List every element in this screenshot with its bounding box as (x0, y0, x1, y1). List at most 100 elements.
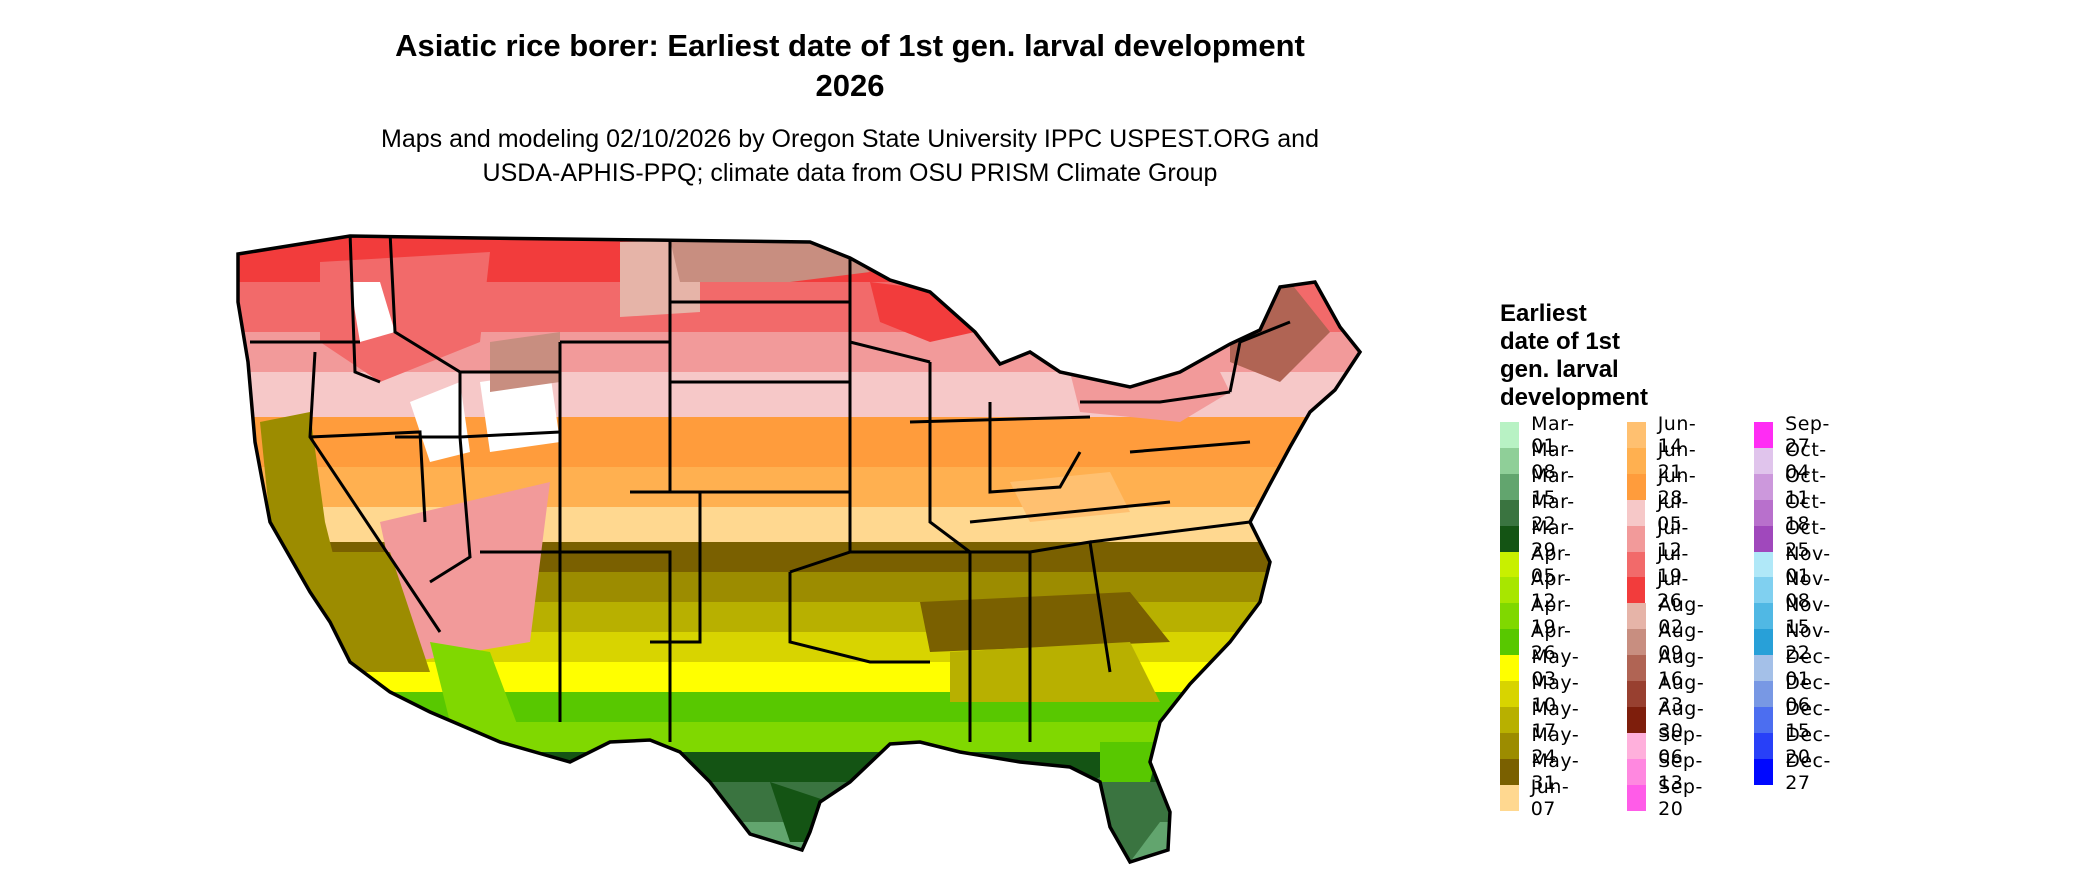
state-boundary (388, 236, 462, 437)
legend-label: Jul-05 (1657, 490, 1689, 535)
legend-swatch (1500, 732, 1520, 759)
legend-item: Aug-23 (1627, 672, 1711, 716)
legend-item: Aug-02 (1627, 594, 1711, 638)
zone-patches (260, 240, 1330, 862)
legend-swatch (1754, 499, 1773, 526)
legend-label: Mar-29 (1531, 516, 1575, 561)
legend-item: Mar-29 (1500, 517, 1582, 561)
legend-label: Oct-11 (1784, 464, 1827, 509)
legend-item: Jul-12 (1627, 517, 1697, 561)
legend-item: Aug-16 (1627, 646, 1711, 690)
legend-swatch (1627, 784, 1647, 811)
legend-label: Sep-06 (1658, 723, 1703, 768)
legend-label: Nov-15 (1785, 594, 1831, 639)
legend-item: Oct-18 (1754, 491, 1834, 535)
legend-swatch (1754, 525, 1773, 552)
legend-label: Jun-14 (1657, 413, 1697, 457)
legend-swatch (1500, 447, 1520, 474)
legend-item: Jul-05 (1627, 491, 1697, 535)
legend-label: Mar-22 (1531, 490, 1575, 535)
legend-label: Jul-26 (1657, 568, 1689, 613)
legend-label: Dec-15 (1785, 697, 1831, 742)
legend-swatch (1627, 473, 1646, 500)
state-boundary (429, 436, 472, 584)
legend-label: Nov-22 (1785, 620, 1831, 665)
us-outline (236, 234, 1363, 865)
zone-band (238, 782, 1360, 823)
zone-patch (430, 642, 520, 732)
zone-patch (1090, 762, 1160, 862)
legend-title-line: development (1500, 384, 1649, 411)
state-boundary (928, 362, 971, 554)
legend-item: Sep-27 (1754, 413, 1837, 457)
legend-swatch (1500, 551, 1519, 578)
legend-item: Jun-28 (1627, 465, 1704, 509)
legend-swatch (1754, 732, 1774, 759)
legend-label: May-31 (1531, 749, 1580, 794)
legend-swatch (1754, 706, 1774, 733)
legend-swatch (1500, 473, 1520, 500)
map-title-year: 2026 (815, 68, 885, 103)
legend-swatch (1754, 603, 1774, 630)
zone-patch (350, 282, 395, 342)
state-boundary (909, 415, 1091, 424)
legend-label: Nov-01 (1785, 542, 1831, 587)
legend-item: May-10 (1500, 672, 1586, 716)
legend-swatch (1754, 551, 1774, 578)
state-boundary (1080, 390, 1231, 404)
legend-label: Dec-20 (1785, 723, 1831, 768)
legend-swatch (1500, 577, 1519, 604)
zone-patch (320, 552, 430, 672)
legend-item: Mar-01 (1500, 413, 1582, 457)
state-boundaries (250, 236, 1291, 742)
legend-label: Apr-12 (1530, 568, 1572, 613)
legend-label: Oct-04 (1784, 438, 1827, 483)
legend-item: Sep-13 (1627, 750, 1710, 794)
zone-patch (410, 382, 470, 462)
legend-item: Mar-15 (1500, 465, 1582, 509)
legend-item: Nov-01 (1754, 543, 1837, 587)
legend-title: Earliest date of 1st gen. larval develop… (1500, 300, 1740, 412)
legend-label: Mar-01 (1531, 413, 1575, 457)
map-subtitle-line-2: USDA-APHIS-PPQ; climate data from OSU PR… (482, 159, 1218, 187)
legend-item: Apr-05 (1500, 543, 1579, 587)
state-boundary (969, 500, 1171, 524)
legend-swatch (1500, 758, 1520, 785)
legend-swatch (1754, 422, 1774, 448)
legend-swatch (1627, 655, 1647, 682)
legend-swatch (1627, 422, 1646, 448)
legend-label: Aug-09 (1658, 620, 1705, 665)
legend-item: Aug-09 (1627, 620, 1711, 664)
legend-swatch (1754, 758, 1774, 785)
zone-band (238, 752, 1360, 783)
legend-item: Jul-26 (1627, 568, 1697, 612)
legend-label: Oct-18 (1784, 490, 1827, 535)
legend-swatch (1627, 732, 1647, 759)
legend-swatch (1627, 603, 1647, 630)
legend-label: Sep-20 (1658, 775, 1703, 820)
zone-patch (380, 482, 550, 662)
zone-patch (950, 642, 1160, 702)
zone-patch (670, 240, 870, 282)
legend-swatch (1627, 499, 1646, 526)
legend-item: Apr-26 (1500, 620, 1579, 664)
legend-item: May-03 (1500, 646, 1586, 690)
legend-label: Dec-01 (1785, 646, 1831, 691)
legend-label: Sep-27 (1785, 413, 1830, 457)
legend-label: May-03 (1531, 646, 1580, 691)
legend-swatch (1754, 447, 1773, 474)
legend-item: May-17 (1500, 698, 1586, 742)
legend-label: Apr-05 (1530, 542, 1572, 587)
legend-label: Mar-15 (1531, 464, 1575, 509)
legend-swatch (1500, 499, 1520, 526)
zone-patch (260, 412, 380, 672)
legend-label: Jun-28 (1657, 464, 1697, 509)
legend-swatch (1754, 473, 1773, 500)
legend-item: Oct-11 (1754, 465, 1834, 509)
legend-swatch (1754, 577, 1774, 604)
legend-swatch (1754, 629, 1774, 656)
state-boundary (988, 402, 1082, 494)
legend-title-line: date of 1st (1500, 328, 1621, 355)
legend-item: Oct-04 (1754, 439, 1834, 483)
legend-label: Sep-13 (1658, 749, 1703, 794)
